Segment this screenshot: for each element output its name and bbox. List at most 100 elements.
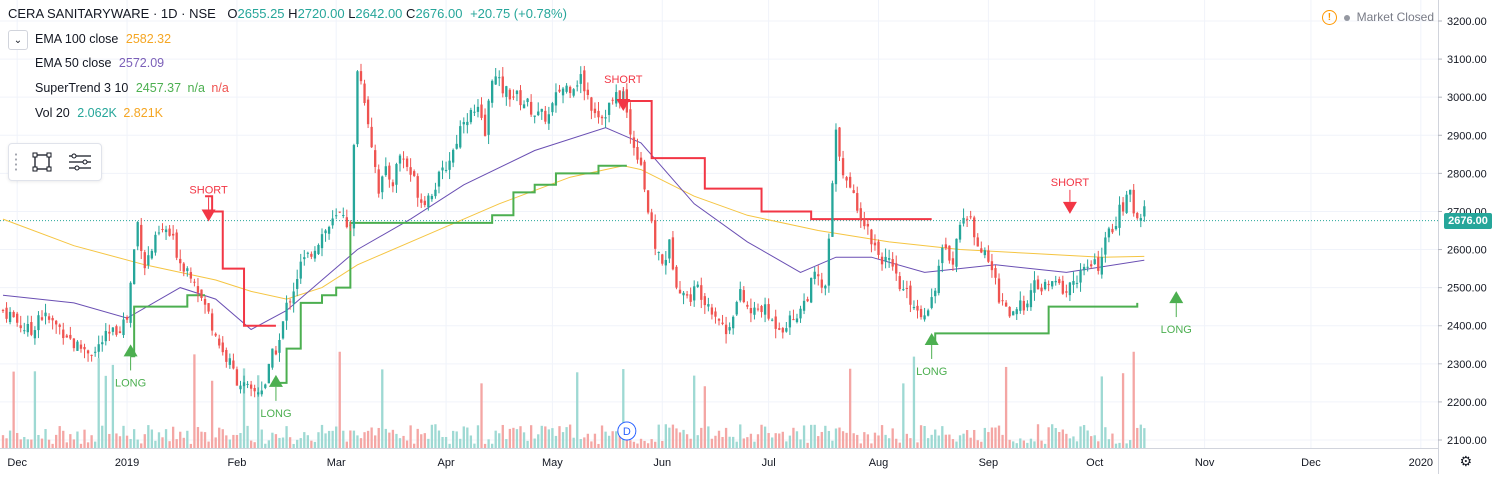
- candle-body: [661, 254, 664, 264]
- candle-body: [490, 80, 494, 103]
- warning-icon[interactable]: !: [1321, 10, 1337, 26]
- candle-body: [413, 171, 416, 176]
- volume-bar: [381, 369, 384, 448]
- legend-ema50[interactable]: EMA 50 close 2572.09: [35, 56, 164, 70]
- collapse-legend-button[interactable]: ⌄: [8, 30, 28, 50]
- candle-body: [1139, 218, 1142, 221]
- candle-body: [508, 89, 512, 100]
- settings-lines-button[interactable]: [67, 149, 93, 175]
- candle-body: [111, 327, 115, 332]
- candle-body: [1097, 257, 1100, 271]
- legend-supertrend-name: SuperTrend 3 10: [35, 81, 129, 95]
- volume-bar: [1036, 424, 1040, 448]
- volume-bar: [494, 430, 497, 448]
- time-axis[interactable]: Dec 2019 Feb Mar Apr May Jun Jul Aug Sep Oct Nov Dec…: [0, 448, 1438, 470]
- high-value: 2720.00: [297, 6, 345, 21]
- volume-bar: [221, 429, 224, 448]
- candle-body: [980, 248, 983, 253]
- candle-body: [501, 76, 504, 94]
- drag-handle[interactable]: [14, 152, 18, 172]
- candle-body: [44, 312, 47, 317]
- legend-supertrend[interactable]: SuperTrend 3 10 2457.37 n/a n/a: [35, 81, 229, 95]
- volume-bar: [51, 443, 54, 448]
- volume-bar: [210, 380, 214, 448]
- candle-body: [140, 224, 143, 251]
- candle-body: [388, 165, 391, 180]
- candle-body: [125, 317, 129, 320]
- candle-body: [452, 149, 455, 163]
- candle-body: [16, 313, 19, 323]
- candle-body: [1090, 264, 1093, 267]
- candle-body: [409, 167, 412, 175]
- market-status[interactable]: ! Market Closed: [1321, 10, 1434, 26]
- volume-bar: [905, 433, 909, 448]
- volume-bar: [902, 383, 905, 448]
- candle-body: [1132, 189, 1135, 214]
- candle-body: [1019, 300, 1022, 311]
- candle-body: [721, 322, 724, 324]
- candle-body: [540, 108, 543, 112]
- long-arrow-icon: [924, 332, 939, 345]
- candle-body: [395, 164, 398, 185]
- candle-body: [122, 319, 125, 336]
- volume-bar: [168, 441, 171, 448]
- volume-bar: [1086, 430, 1089, 448]
- rectangle-tool-button[interactable]: [29, 149, 55, 175]
- volume-bar: [951, 439, 955, 448]
- candle-body: [792, 319, 795, 321]
- symbol-title[interactable]: CERA SANITARYWARE · 1D · NSE: [8, 6, 216, 21]
- candle-body: [724, 324, 728, 335]
- short-signal-label: SHORT: [189, 184, 228, 196]
- legend-ema100[interactable]: EMA 100 close 2582.32: [35, 32, 171, 46]
- volume-bar: [1100, 376, 1103, 448]
- candle-body: [494, 76, 497, 85]
- volume-bar: [214, 437, 217, 448]
- volume-bar: [781, 431, 784, 448]
- candle-body: [448, 160, 451, 170]
- volume-bar: [735, 441, 738, 448]
- volume-bar: [164, 429, 168, 448]
- volume-bar: [296, 439, 299, 448]
- volume-bar: [384, 428, 387, 448]
- candle-body: [537, 111, 540, 116]
- candle-body: [324, 230, 327, 234]
- volume-bar: [1043, 443, 1047, 448]
- price-tick-label: 2100.00: [1447, 435, 1487, 447]
- candle-body: [483, 114, 487, 136]
- chart-settings-button[interactable]: ⚙: [1459, 453, 1472, 470]
- volume-bar: [760, 424, 763, 448]
- candle-body: [845, 177, 848, 181]
- candle-body: [997, 278, 1001, 303]
- candle-body: [962, 217, 965, 224]
- candle-body: [498, 77, 501, 79]
- candle-body: [239, 385, 242, 390]
- candle-body: [1004, 302, 1008, 307]
- candle-body: [83, 346, 86, 350]
- volume-bar: [820, 431, 823, 448]
- candle-body: [416, 176, 419, 198]
- candle-body: [94, 351, 97, 353]
- volume-bar: [831, 440, 834, 448]
- candle-body: [930, 297, 933, 308]
- legend-volume[interactable]: Vol 20 2.062K 2.821K: [35, 106, 163, 120]
- candle-body: [607, 102, 611, 115]
- volume-bar: [271, 432, 274, 448]
- volume-bar: [1082, 425, 1086, 448]
- volume-bar: [576, 372, 579, 448]
- low-value: 2642.00: [355, 6, 403, 21]
- candle-body: [221, 342, 224, 353]
- volume-bar: [792, 427, 795, 448]
- candle-body: [944, 244, 948, 249]
- drawing-toolbox[interactable]: [8, 143, 102, 181]
- candle-body: [76, 341, 79, 351]
- volume-bar: [327, 430, 331, 448]
- candle-body: [267, 363, 270, 384]
- volume-bar: [955, 441, 958, 448]
- candle-body: [934, 290, 937, 297]
- candle-body: [115, 326, 118, 335]
- candle-body: [902, 289, 905, 291]
- candle-body: [926, 310, 930, 316]
- price-axis[interactable]: 3200.003100.003000.002900.002800.002700.…: [1438, 0, 1494, 474]
